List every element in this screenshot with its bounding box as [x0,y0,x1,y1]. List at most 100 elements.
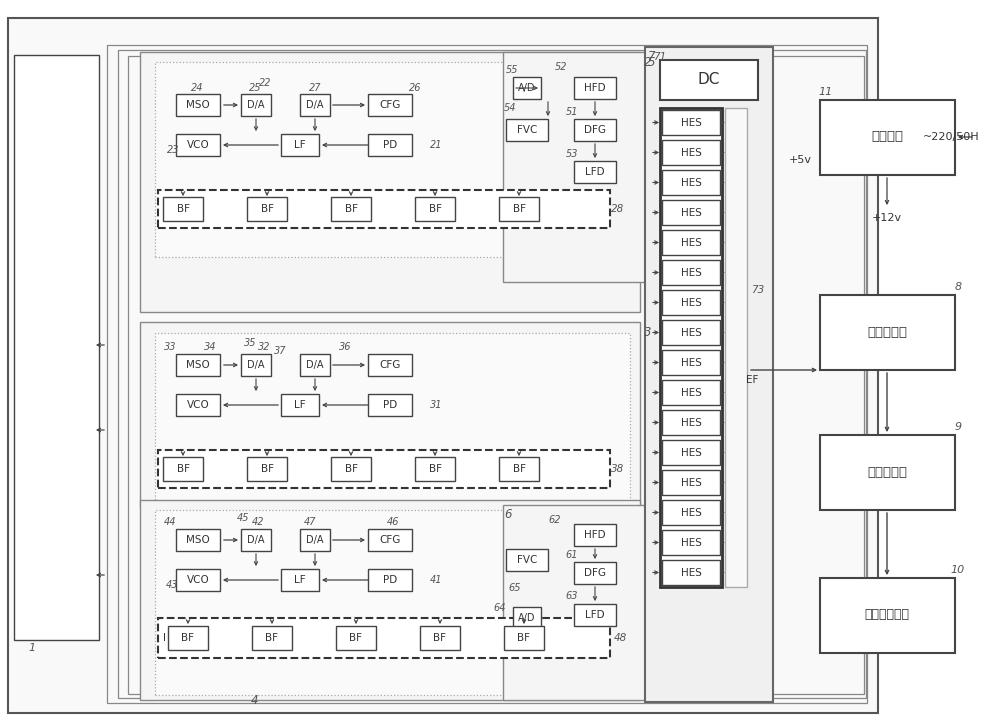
Bar [163,457,203,481]
Text: BF: BF [344,204,358,214]
Text: 3: 3 [644,325,652,338]
Text: HES: HES [681,417,701,428]
Text: 27: 27 [309,83,321,93]
Text: 31: 31 [430,400,442,410]
Bar [252,626,292,650]
Text: 53: 53 [566,149,578,159]
Bar [662,200,720,225]
Bar [662,350,720,375]
Text: HFD: HFD [584,530,606,540]
Bar [499,197,539,221]
Text: 21: 21 [430,140,442,150]
Text: PD: PD [383,575,397,585]
Text: 26: 26 [409,83,421,93]
Text: DC: DC [698,73,720,88]
Text: 22: 22 [259,78,271,88]
Bar [662,470,720,495]
Text: 36: 36 [339,342,351,352]
Bar [155,62,630,257]
Text: BF: BF [260,464,274,474]
Bar [660,60,758,100]
Bar [368,569,412,591]
Text: BF: BF [350,633,362,643]
Text: 28: 28 [611,204,625,214]
Text: LF: LF [294,400,306,410]
Text: 1: 1 [28,643,36,653]
Text: HES: HES [681,388,701,398]
Text: MSO: MSO [186,360,210,370]
Text: 61: 61 [566,550,578,560]
Text: HES: HES [681,237,701,248]
Text: 24: 24 [191,83,203,93]
Text: 46: 46 [387,517,399,527]
Text: LF: LF [294,140,306,150]
Bar [368,354,412,376]
Bar [107,45,867,703]
Text: BF: BF [344,464,358,474]
Bar [420,626,460,650]
Bar [662,230,720,255]
Text: VCO: VCO [187,575,209,585]
Text: VCO: VCO [187,400,209,410]
Bar [820,578,955,653]
Text: HES: HES [681,208,701,218]
Bar [368,134,412,156]
Text: 73: 73 [751,285,765,295]
Bar [513,607,541,629]
Text: 48: 48 [613,633,627,643]
Text: BF: BF [182,633,194,643]
Text: 8: 8 [954,282,962,292]
Bar [176,529,220,551]
Bar [662,410,720,435]
Bar [368,94,412,116]
Text: VCO: VCO [187,140,209,150]
Bar [281,394,319,416]
Text: FVC: FVC [517,555,537,565]
Text: 33: 33 [164,342,176,352]
Bar [155,333,630,503]
Bar [176,394,220,416]
Text: PD: PD [383,140,397,150]
Text: 52: 52 [555,62,567,72]
Text: BF: BF [428,204,442,214]
Bar [504,626,544,650]
Bar [503,505,658,700]
Text: 37: 37 [274,346,286,356]
Bar [574,524,616,546]
Text: HES: HES [681,118,701,128]
Text: 62: 62 [549,515,561,525]
Text: HES: HES [681,507,701,518]
Bar [662,140,720,165]
Bar [660,108,722,587]
Bar [820,100,955,175]
Bar [506,549,548,571]
Text: MSO: MSO [186,535,210,545]
Text: +12v: +12v [872,213,902,223]
Text: 43: 43 [166,580,178,590]
Text: 对扣式感应器: 对扣式感应器 [864,608,910,621]
Bar [662,530,720,555]
Text: HES: HES [681,447,701,457]
Text: BF: BF [266,633,278,643]
Bar [168,626,208,650]
Text: 4: 4 [251,693,259,706]
Bar [662,260,720,285]
Text: 54: 54 [504,103,516,113]
Text: HES: HES [681,537,701,547]
Bar [14,55,99,640]
Text: 2: 2 [644,55,652,68]
Bar [176,94,220,116]
Text: 64: 64 [494,603,506,613]
Text: PD: PD [383,400,397,410]
Text: DFG: DFG [584,125,606,135]
Text: CFG: CFG [379,535,401,545]
Bar [140,500,640,700]
Text: D/A: D/A [306,100,324,110]
Text: D/A: D/A [306,535,324,545]
Text: BF: BF [434,633,446,643]
Bar [662,560,720,585]
Bar [662,290,720,315]
Bar [163,197,203,221]
Text: 5: 5 [648,55,656,68]
Text: HES: HES [681,327,701,338]
